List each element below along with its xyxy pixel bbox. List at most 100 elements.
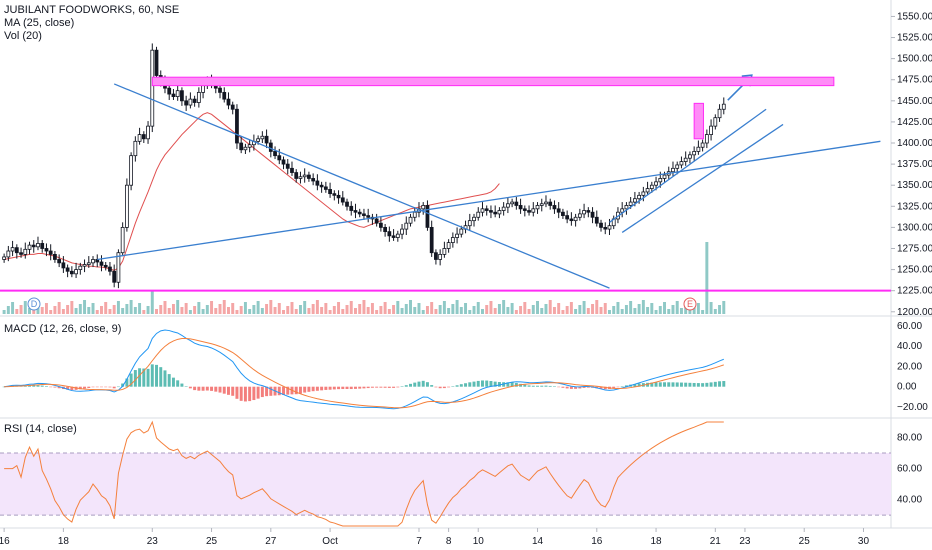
candle-body	[74, 269, 78, 275]
breakout-box	[693, 102, 704, 140]
volume-bar	[595, 300, 599, 314]
volume-bar	[658, 306, 662, 314]
volume-bar	[277, 303, 281, 314]
volume-bar	[307, 308, 311, 314]
volume-bar	[222, 300, 226, 314]
volume-bar	[87, 307, 91, 314]
macd-line	[4, 329, 724, 410]
candle-body	[323, 186, 328, 190]
volume-bar	[493, 308, 497, 314]
volume-bar	[510, 303, 514, 314]
macd-hist-bar	[421, 380, 425, 387]
volume-bar	[155, 309, 158, 314]
macd-hist-bar	[514, 383, 518, 387]
price-tick-label: 1500.00	[897, 54, 932, 65]
price-tick-label: 1275.00	[897, 243, 932, 254]
volume-bar	[273, 307, 277, 314]
dividend-marker[interactable]: D	[27, 297, 41, 311]
macd-hist-bar	[519, 383, 523, 387]
candle-body	[683, 157, 688, 162]
candle-body	[662, 174, 667, 179]
trendline	[97, 140, 881, 261]
signal-line	[4, 337, 724, 409]
candle-body	[641, 191, 646, 196]
time-tick-label: 27	[265, 536, 277, 547]
candle-body	[319, 184, 324, 188]
volume-bar	[231, 303, 235, 314]
candle-body	[531, 208, 536, 213]
time-tick-label: 25	[206, 536, 218, 547]
candle-body	[315, 180, 320, 186]
vol-legend: Vol (20)	[4, 30, 42, 42]
candle-body	[10, 247, 15, 252]
volume-bar	[311, 304, 315, 314]
macd-hist-bar	[455, 385, 459, 387]
candle-body	[154, 49, 159, 76]
macd-hist-bar	[375, 386, 379, 388]
macd-hist-bar	[523, 384, 527, 387]
macd-hist-bar	[701, 383, 705, 387]
price-tick-label: 1425.00	[897, 117, 932, 128]
volume-bar	[451, 304, 455, 314]
volume-bar	[654, 310, 658, 314]
macd-hist-bar	[536, 385, 539, 387]
volume-bar	[603, 303, 607, 314]
volume-bar	[582, 301, 586, 314]
volume-bar	[485, 305, 489, 314]
macd-hist-bar	[599, 386, 603, 389]
volume-bar	[705, 242, 709, 314]
macd-hist-bar	[379, 386, 383, 388]
volume-bar	[396, 301, 400, 314]
candle-body	[226, 98, 231, 106]
macd-hist-bar	[442, 386, 446, 389]
price-tick-label: 1525.00	[897, 33, 932, 44]
rsi-title: RSI (14, close)	[4, 423, 77, 435]
volume-bar	[332, 306, 336, 314]
volume-bar	[417, 303, 421, 314]
candle-body	[489, 210, 493, 213]
candle-body	[493, 211, 498, 215]
macd-hist-bar	[476, 380, 480, 387]
candle-body	[103, 264, 108, 268]
candle-body	[624, 205, 629, 210]
volume-bar	[138, 303, 142, 314]
candle-body	[273, 151, 277, 157]
macd-hist-bar	[646, 382, 650, 387]
candle-body	[480, 208, 485, 213]
macd-hist-bar	[324, 386, 328, 390]
macd-hist-bar	[243, 386, 247, 402]
earnings-marker[interactable]: E	[683, 297, 697, 311]
candle-body	[404, 222, 409, 230]
macd-hist-bar	[569, 386, 573, 389]
candle-body	[692, 151, 697, 156]
macd-hist-bar	[451, 386, 455, 387]
candle-body	[658, 178, 663, 183]
volume-bar	[40, 307, 44, 314]
macd-hist-bar	[468, 382, 472, 387]
candle-body	[599, 222, 603, 228]
macd-hist-bar	[91, 386, 95, 388]
volume-bar	[15, 309, 19, 314]
candle-body	[374, 218, 379, 224]
volume-bar	[104, 302, 108, 314]
macd-hist-bar	[688, 382, 692, 387]
candle-body	[518, 205, 523, 210]
candle-body	[544, 201, 548, 205]
candle-body	[141, 134, 146, 140]
macd-hist-bar	[370, 386, 374, 388]
rsi-tick-label: 60.00	[897, 464, 922, 475]
volume-bar	[671, 305, 675, 314]
candle-body	[446, 242, 451, 249]
macd-hist-bar	[231, 386, 235, 396]
volume-bar	[578, 305, 582, 314]
macd-hist-bar	[328, 386, 332, 390]
candle-body	[679, 161, 684, 166]
macd-hist-bar	[150, 364, 154, 387]
macd-hist-bar	[337, 386, 341, 390]
volume-bar	[586, 308, 590, 314]
time-tick-label: 18	[650, 536, 662, 547]
candle-body	[332, 193, 337, 196]
macd-hist-bar	[311, 386, 315, 392]
volume-bar	[171, 304, 175, 314]
